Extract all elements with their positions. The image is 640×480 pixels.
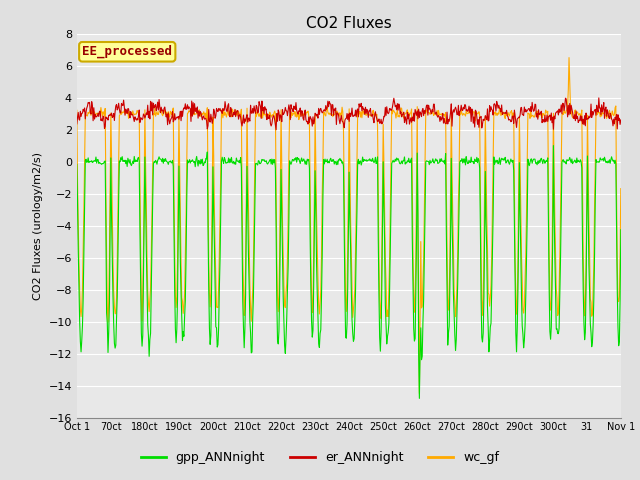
Y-axis label: CO2 Fluxes (urology/m2/s): CO2 Fluxes (urology/m2/s) <box>33 152 43 300</box>
Legend: gpp_ANNnight, er_ANNnight, wc_gf: gpp_ANNnight, er_ANNnight, wc_gf <box>136 446 504 469</box>
Text: EE_processed: EE_processed <box>82 45 172 59</box>
Title: CO2 Fluxes: CO2 Fluxes <box>306 16 392 31</box>
